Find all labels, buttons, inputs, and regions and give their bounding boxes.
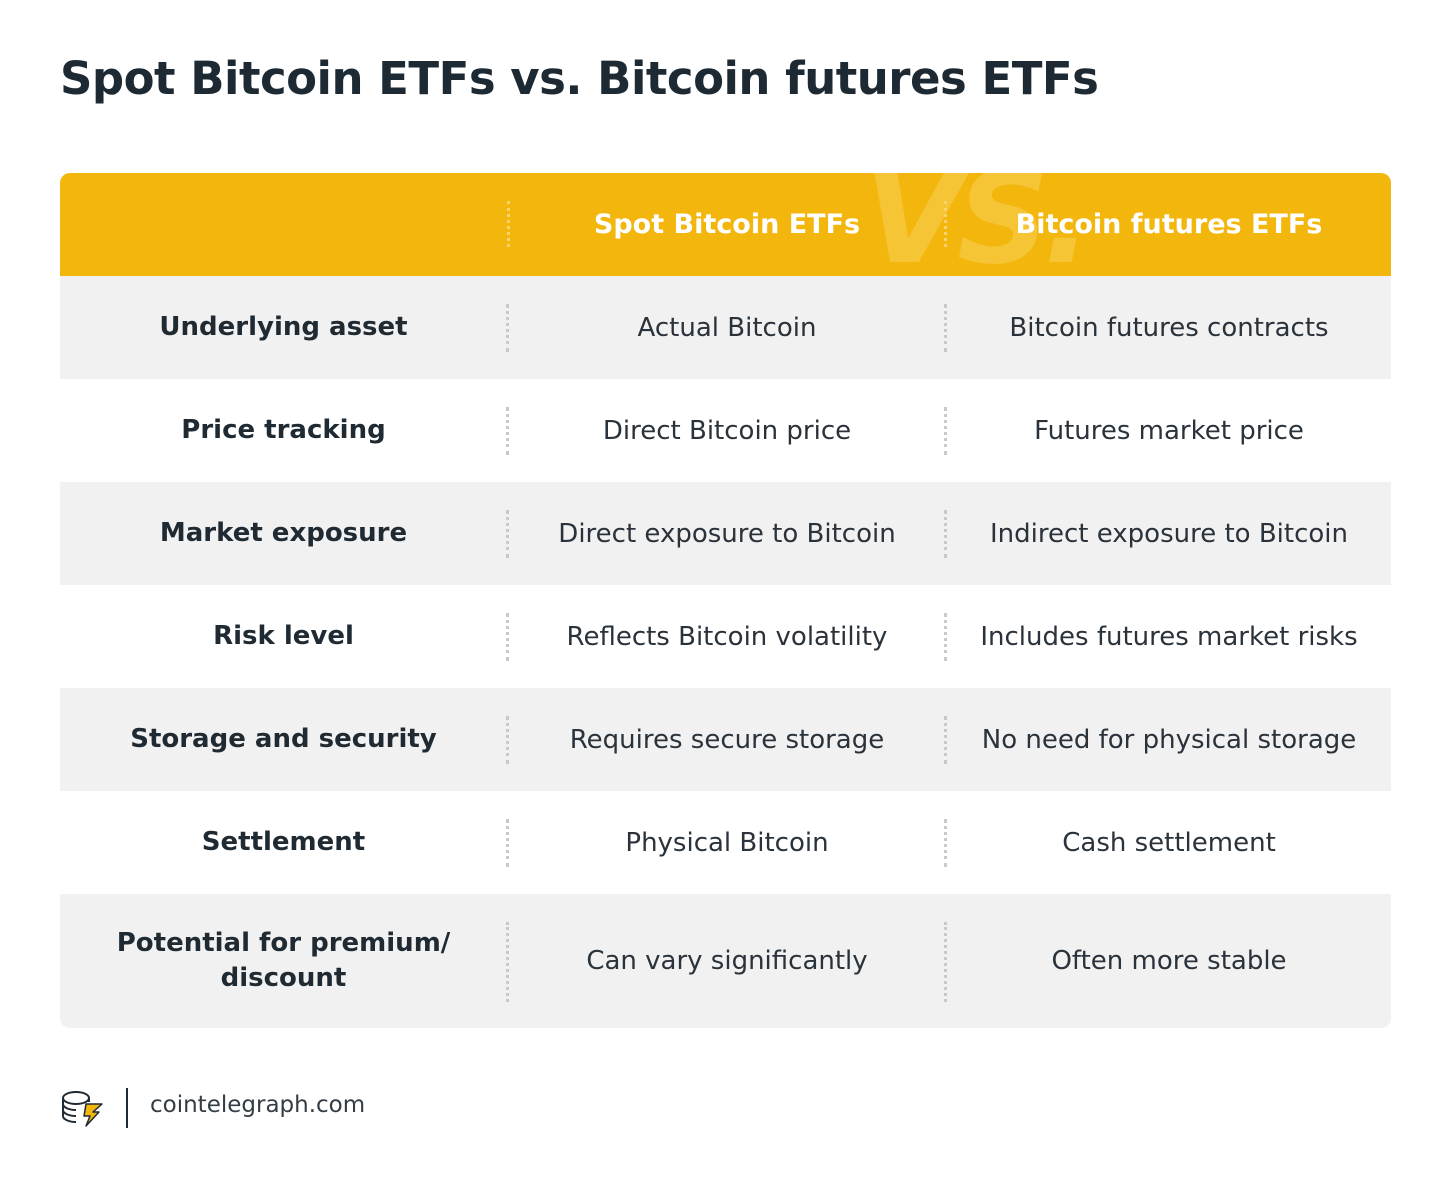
header-empty-cell bbox=[60, 173, 507, 276]
spot-value: Actual Bitcoin bbox=[637, 312, 817, 343]
column-divider bbox=[944, 819, 947, 867]
futures-value: Bitcoin futures contracts bbox=[1009, 312, 1329, 343]
futures-value: Cash settlement bbox=[1062, 827, 1276, 858]
table-row: Market exposure Direct exposure to Bitco… bbox=[60, 482, 1391, 585]
page-title: Spot Bitcoin ETFs vs. Bitcoin futures ET… bbox=[60, 52, 1099, 105]
column-divider bbox=[506, 922, 509, 1002]
row-label: Potential for premium/ discount bbox=[60, 894, 507, 1028]
futures-value: No need for physical storage bbox=[981, 724, 1357, 755]
column-divider bbox=[506, 613, 509, 661]
spot-value: Direct exposure to Bitcoin bbox=[558, 518, 896, 549]
column-divider bbox=[506, 819, 509, 867]
table-header: VS. Spot Bitcoin ETFs Bitcoin futures ET… bbox=[60, 173, 1391, 276]
futures-value: Includes futures market risks bbox=[980, 621, 1358, 652]
header-divider bbox=[507, 201, 510, 247]
row-label-line: Potential for premium/ bbox=[116, 928, 451, 958]
footer-divider bbox=[126, 1088, 128, 1128]
header-futures-etfs: Bitcoin futures ETFs bbox=[1015, 209, 1323, 240]
column-divider bbox=[506, 407, 509, 455]
table-row: Risk level Reflects Bitcoin volatility I… bbox=[60, 585, 1391, 688]
column-divider bbox=[506, 716, 509, 764]
table-row: Underlying asset Actual Bitcoin Bitcoin … bbox=[60, 276, 1391, 379]
header-divider bbox=[944, 201, 947, 247]
footer-site-url: cointelegraph.com bbox=[150, 1092, 366, 1118]
column-divider bbox=[506, 510, 509, 558]
futures-value: Futures market price bbox=[1034, 415, 1304, 446]
vs-watermark: VS. bbox=[864, 173, 1092, 276]
futures-value: Indirect exposure to Bitcoin bbox=[989, 518, 1348, 549]
row-label: Storage and security bbox=[130, 724, 437, 754]
comparison-table: VS. Spot Bitcoin ETFs Bitcoin futures ET… bbox=[60, 173, 1391, 1028]
row-label: Underlying asset bbox=[159, 312, 408, 342]
row-label: Market exposure bbox=[159, 518, 408, 548]
table-row: Price tracking Direct Bitcoin price Futu… bbox=[60, 379, 1391, 482]
column-divider bbox=[944, 510, 947, 558]
column-divider bbox=[506, 304, 509, 352]
table-row: Settlement Physical Bitcoin Cash settlem… bbox=[60, 791, 1391, 894]
spot-value: Reflects Bitcoin volatility bbox=[566, 621, 888, 652]
cointelegraph-logo-icon bbox=[62, 1091, 103, 1127]
spot-value: Direct Bitcoin price bbox=[602, 415, 852, 446]
column-divider bbox=[944, 613, 947, 661]
row-label: Price tracking bbox=[181, 415, 386, 445]
column-divider bbox=[944, 716, 947, 764]
column-divider bbox=[944, 407, 947, 455]
table-row: Potential for premium/ discount Can vary… bbox=[60, 894, 1391, 1028]
column-divider bbox=[944, 922, 947, 1002]
column-divider bbox=[944, 304, 947, 352]
row-label: Risk level bbox=[213, 621, 354, 651]
spot-value: Requires secure storage bbox=[569, 724, 885, 755]
header-spot-etfs: Spot Bitcoin ETFs bbox=[593, 209, 861, 240]
row-label-line: discount bbox=[220, 963, 347, 993]
spot-value: Physical Bitcoin bbox=[625, 827, 829, 858]
table-row: Storage and security Requires secure sto… bbox=[60, 688, 1391, 791]
futures-value: Often more stable bbox=[1051, 946, 1287, 976]
spot-value: Can vary significantly bbox=[586, 946, 868, 976]
row-label: Settlement bbox=[201, 827, 366, 857]
